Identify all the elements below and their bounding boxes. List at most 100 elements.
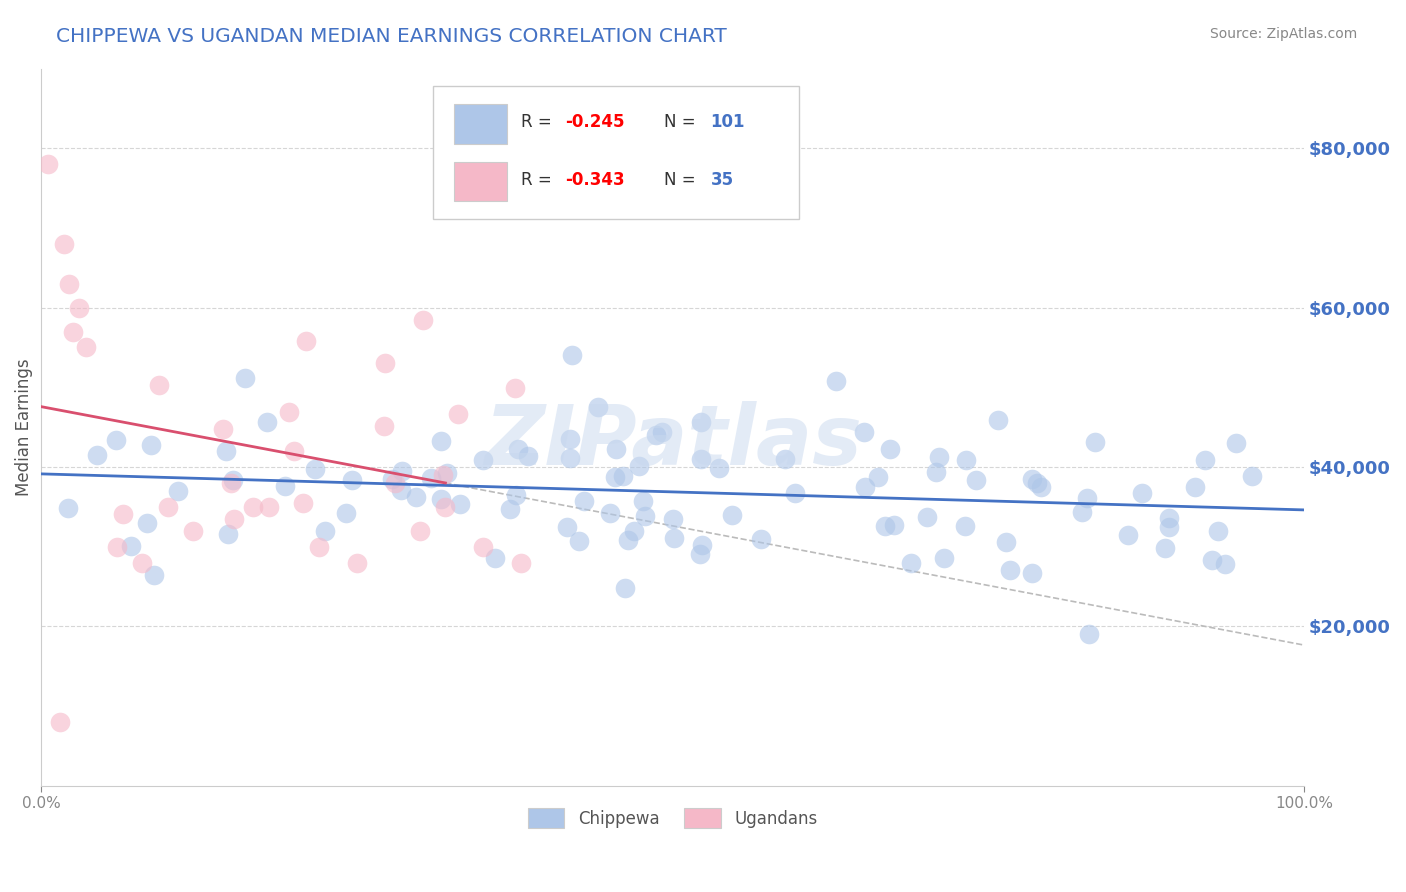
Point xyxy=(1084,434,1107,449)
Point xyxy=(391,464,413,478)
Point xyxy=(572,494,595,508)
Point xyxy=(879,442,901,456)
Point xyxy=(295,334,318,349)
Point xyxy=(586,400,609,414)
Point xyxy=(614,582,637,596)
Point xyxy=(661,512,683,526)
Point xyxy=(953,519,976,533)
Y-axis label: Median Earnings: Median Earnings xyxy=(15,359,32,496)
Point xyxy=(915,510,938,524)
Point xyxy=(135,516,157,530)
Point xyxy=(346,556,368,570)
Point xyxy=(612,469,634,483)
Point xyxy=(1154,541,1177,555)
Point xyxy=(181,524,204,538)
Point xyxy=(314,524,336,538)
Point xyxy=(1213,557,1236,571)
Point xyxy=(506,442,529,456)
Point xyxy=(873,519,896,533)
Point xyxy=(995,534,1018,549)
Point xyxy=(932,551,955,566)
Point xyxy=(965,473,987,487)
FancyBboxPatch shape xyxy=(454,104,508,144)
Point xyxy=(1208,524,1230,538)
Point xyxy=(1225,436,1247,450)
Point xyxy=(374,356,396,370)
Point xyxy=(308,540,330,554)
Point xyxy=(49,714,72,729)
Point xyxy=(928,450,950,464)
Point xyxy=(773,452,796,467)
Point xyxy=(105,540,128,554)
Point xyxy=(561,348,583,362)
Point xyxy=(112,507,135,521)
Point xyxy=(430,434,453,449)
Point xyxy=(256,415,278,429)
Point xyxy=(599,506,621,520)
Point xyxy=(217,526,239,541)
Point xyxy=(283,444,305,458)
Text: R =: R = xyxy=(522,170,557,189)
Point xyxy=(37,157,59,171)
Point xyxy=(1076,491,1098,506)
Point xyxy=(605,442,627,457)
Text: N =: N = xyxy=(664,170,700,189)
Point xyxy=(142,568,165,582)
Point xyxy=(499,502,522,516)
Point xyxy=(436,466,458,480)
Point xyxy=(617,533,640,548)
Point xyxy=(558,432,581,446)
Point xyxy=(484,551,506,566)
Point xyxy=(277,405,299,419)
Point xyxy=(221,473,243,487)
Text: Source: ZipAtlas.com: Source: ZipAtlas.com xyxy=(1209,27,1357,41)
Point xyxy=(1021,472,1043,486)
Point xyxy=(749,532,772,546)
Point xyxy=(1130,485,1153,500)
Point xyxy=(900,556,922,570)
Legend: Chippewa, Ugandans: Chippewa, Ugandans xyxy=(522,801,824,835)
Point xyxy=(58,277,80,291)
Text: ZIPatlas: ZIPatlas xyxy=(484,401,862,482)
Point xyxy=(955,452,977,467)
Point xyxy=(434,500,457,514)
Point xyxy=(86,448,108,462)
Point xyxy=(690,538,713,552)
Text: -0.343: -0.343 xyxy=(565,170,626,189)
Point xyxy=(644,428,666,442)
FancyBboxPatch shape xyxy=(454,161,508,202)
Point xyxy=(447,407,470,421)
Point xyxy=(104,433,127,447)
Point xyxy=(1026,475,1049,490)
FancyBboxPatch shape xyxy=(433,87,799,219)
Point xyxy=(75,341,97,355)
Point xyxy=(304,462,326,476)
Point xyxy=(883,517,905,532)
Point xyxy=(517,449,540,463)
Point xyxy=(472,453,495,467)
Point xyxy=(689,415,711,429)
Point xyxy=(925,465,948,479)
Point xyxy=(53,236,76,251)
Point xyxy=(131,556,153,570)
Point xyxy=(1241,468,1264,483)
Point xyxy=(1201,553,1223,567)
Point xyxy=(503,381,526,395)
Point xyxy=(242,500,264,514)
Point xyxy=(1116,527,1139,541)
Point xyxy=(430,491,453,506)
Point xyxy=(212,422,235,436)
Point xyxy=(634,508,657,523)
Point xyxy=(623,524,645,538)
Point xyxy=(568,533,591,548)
Point xyxy=(998,563,1021,577)
Point xyxy=(432,468,454,483)
Point xyxy=(62,325,84,339)
Text: R =: R = xyxy=(522,113,557,131)
Text: N =: N = xyxy=(664,113,700,131)
Point xyxy=(291,496,314,510)
Point xyxy=(510,556,533,570)
Point xyxy=(853,480,876,494)
Point xyxy=(824,374,846,388)
Point xyxy=(219,475,242,490)
